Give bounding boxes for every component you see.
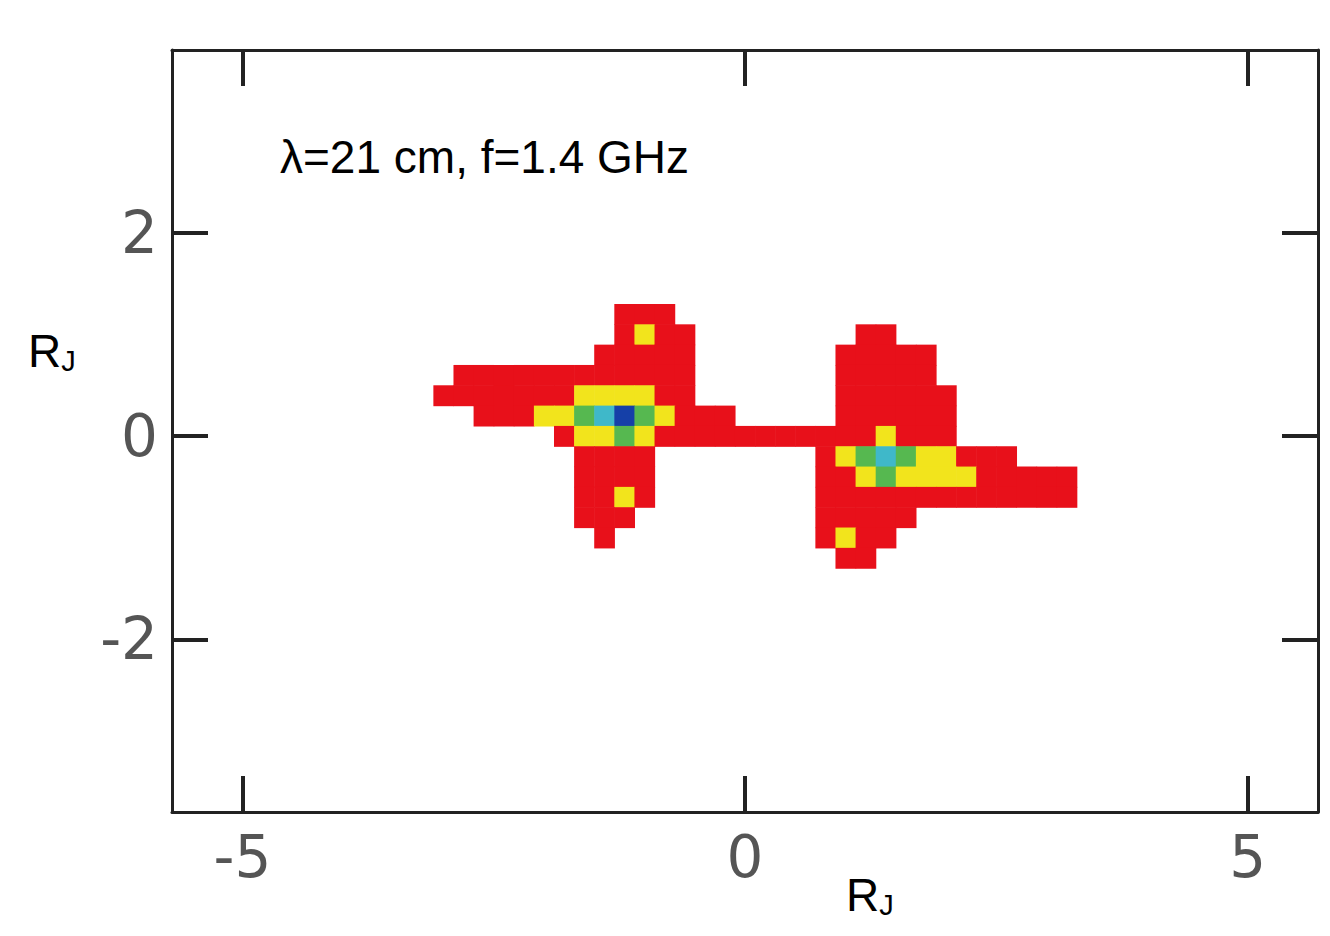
svg-text:J: J — [61, 345, 76, 377]
svg-text:-2: -2 — [100, 605, 158, 673]
svg-text:λ=21 cm, f=1.4 GHz: λ=21 cm, f=1.4 GHz — [280, 131, 689, 183]
svg-text:0: 0 — [727, 823, 764, 891]
svg-text:0: 0 — [121, 402, 158, 470]
svg-text:2: 2 — [121, 199, 158, 267]
svg-text:J: J — [879, 889, 894, 921]
svg-text:5: 5 — [1229, 823, 1266, 891]
svg-text:-5: -5 — [213, 823, 271, 891]
svg-text:R: R — [28, 325, 61, 377]
svg-text:R: R — [846, 869, 879, 921]
